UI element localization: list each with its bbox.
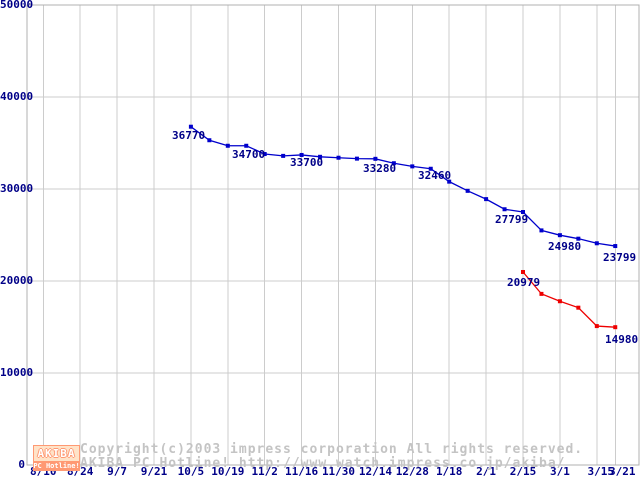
series-blue-marker: [373, 156, 378, 161]
series-blue-marker: [299, 152, 304, 157]
series-red-line: [522, 271, 616, 328]
y-tick-label: 30000: [0, 182, 34, 195]
copyright-text-line1: Copyright(c)2003 impress corporation All…: [80, 442, 584, 457]
y-tick-label: 40000: [0, 90, 34, 103]
series-blue-marker: [484, 197, 489, 202]
series-blue-marker: [613, 244, 618, 249]
series-blue-marker: [539, 228, 544, 233]
x-tick-label: 12/28: [395, 465, 429, 478]
x-tick-label: 10/19: [211, 465, 245, 478]
x-tick-label: 9/21: [140, 465, 168, 478]
y-tick-label: 0: [18, 458, 25, 471]
x-tick-label: 3/15: [587, 465, 615, 478]
copyright-text-line2: AKIBA PC Hotline! http://www.watch.impre…: [80, 456, 566, 471]
y-tick-label: 20000: [0, 274, 34, 287]
series-blue-marker: [447, 179, 452, 184]
series-blue-marker: [594, 241, 599, 246]
series-blue-marker: [428, 166, 433, 171]
akiba-pc-hotline-logo: AKIBA PC Hotline!: [33, 445, 80, 471]
logo-akiba-text: AKIBA: [33, 445, 80, 462]
y-tick-label: 10000: [0, 366, 34, 379]
series-red-marker: [557, 299, 562, 304]
series-red-marker: [521, 269, 525, 274]
point-value-label: 33700: [290, 156, 324, 169]
x-tick-label: 12/14: [358, 465, 392, 478]
y-tick-label: 50000: [0, 0, 34, 11]
series-blue-marker: [410, 164, 415, 169]
series-blue-marker: [557, 233, 562, 238]
x-tick-label: 3/1: [549, 465, 570, 478]
series-red-marker: [539, 291, 544, 296]
series-red-marker: [594, 324, 599, 329]
series-blue-marker: [244, 143, 249, 148]
x-tick-label: 9/7: [107, 465, 128, 478]
x-tick-label: 11/16: [285, 465, 319, 478]
point-value-label: 34700: [232, 148, 266, 161]
series-blue-marker: [225, 143, 230, 148]
series-blue-marker: [188, 124, 193, 129]
point-value-label: 23799: [603, 251, 637, 264]
series-blue-marker: [502, 207, 507, 212]
series-blue-marker: [576, 236, 581, 241]
x-tick-label: 3/21: [609, 465, 636, 478]
series-blue-marker: [465, 188, 470, 193]
point-value-label: 32460: [418, 169, 452, 182]
x-tick-label: 11/2: [251, 465, 278, 478]
series-blue-marker: [391, 161, 396, 166]
series-blue-marker: [521, 210, 525, 214]
x-tick-label: 1/18: [435, 465, 463, 478]
series-blue-marker: [318, 154, 323, 159]
x-tick-label: 11/30: [321, 465, 356, 478]
point-value-label: 24980: [548, 240, 582, 253]
x-tick-label: 2/15: [509, 465, 537, 478]
series-red-marker: [613, 325, 618, 330]
series-blue-marker: [336, 155, 341, 160]
x-tick-label: 2/1: [476, 465, 497, 478]
series-blue-line: [190, 126, 616, 247]
series-blue-marker: [354, 156, 359, 161]
x-tick-label: 10/5: [177, 465, 205, 478]
point-value-label: 33280: [363, 162, 397, 175]
series-blue-marker: [262, 152, 267, 157]
point-value-label: 36770: [172, 129, 206, 142]
logo-pc-hotline-text: PC Hotline!: [33, 462, 80, 471]
point-value-label: 20979: [507, 276, 541, 289]
series-red-marker: [576, 305, 581, 310]
point-value-label: 14980: [605, 333, 639, 346]
point-value-label: 27799: [495, 213, 529, 226]
series-blue-marker: [207, 138, 212, 143]
plot-border: [26, 4, 640, 466]
series-blue-marker: [281, 153, 286, 158]
